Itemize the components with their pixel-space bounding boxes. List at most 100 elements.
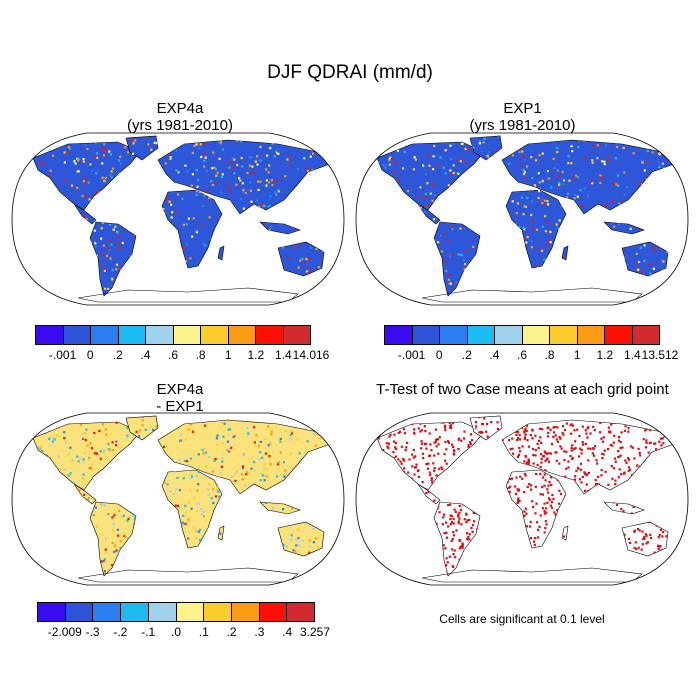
continent-madagascar <box>217 245 225 261</box>
continent-antarctica <box>77 567 299 583</box>
colorbar-swatch <box>283 326 310 344</box>
colorbar-swatch <box>287 603 315 621</box>
continent-australia <box>621 241 669 277</box>
colorbar-tick-label: -2.009 <box>48 625 82 639</box>
colorbar-swatch <box>121 603 149 621</box>
continent-africa <box>161 189 223 269</box>
colorbar-swatch <box>256 326 284 344</box>
continent-australia <box>277 521 325 557</box>
continent-greenland <box>469 415 503 441</box>
colorbar-tick-label: .4 <box>282 625 292 639</box>
map-panel-ttest <box>355 412 689 586</box>
map-frame <box>355 412 689 586</box>
continent-south-america <box>433 221 481 297</box>
panel-3-title-line2: - EXP1 <box>20 398 340 415</box>
colorbar-swatch <box>118 326 146 344</box>
continent-antarctica <box>421 287 643 303</box>
continent-central-america <box>417 483 441 505</box>
colorbar-swatch <box>173 326 201 344</box>
colorbar-tick-label: .4 <box>489 348 499 362</box>
colorbar-swatch <box>259 603 288 621</box>
colorbar-tick-label: -.3 <box>86 625 100 639</box>
colorbar-swatch <box>550 326 578 344</box>
colorbar-swatch <box>440 326 468 344</box>
colorbar-tick-label: -.001 <box>49 348 76 362</box>
continent-australia <box>277 241 325 277</box>
panel-1-title-line2: (yrs 1981-2010) <box>20 117 340 134</box>
colorbar-tick-label: .6 <box>517 348 527 362</box>
colorbar-swatch <box>91 326 119 344</box>
colorbar-tick-label: .2 <box>113 348 123 362</box>
colorbar-tick-label: .2 <box>227 625 237 639</box>
colorbar-exp1 <box>384 325 660 345</box>
continent-greenland <box>125 415 159 441</box>
colorbar-tick-label: 1.4 <box>624 348 641 362</box>
colorbar-tick-label: 13.512 <box>642 348 679 362</box>
panel-2-title-line1: EXP1 <box>355 100 690 117</box>
panel-3-title: EXP4a - EXP1 <box>20 381 340 415</box>
colorbar-tick-label: 14.016 <box>293 348 330 362</box>
panel-4-title: T-Test of two Case means at each grid po… <box>355 381 690 398</box>
continent-indonesia <box>603 221 645 235</box>
map-frame <box>11 412 345 586</box>
colorbar-swatch <box>93 603 122 621</box>
colorbar-swatch <box>522 326 550 344</box>
colorbar-swatch <box>63 326 91 344</box>
colorbar-swatch <box>467 326 495 344</box>
colorbar-swatch <box>632 326 659 344</box>
colorbar-tick-label: 3.257 <box>300 625 330 639</box>
continent-eurasia <box>501 139 675 215</box>
colorbar-tick-label: 1 <box>574 348 581 362</box>
colorbar-swatch <box>228 326 256 344</box>
colorbar-tick-label: 1.4 <box>275 348 292 362</box>
panel-2-title: EXP1 (yrs 1981-2010) <box>355 100 690 134</box>
map-panel-difference <box>11 412 345 586</box>
colorbar-tick-label: -.001 <box>398 348 425 362</box>
colorbar-tick-label: 1.2 <box>247 348 264 362</box>
colorbar-swatch <box>231 603 260 621</box>
continent-indonesia <box>259 501 301 515</box>
colorbar-swatch <box>412 326 440 344</box>
map-frame <box>11 132 345 306</box>
colorbar-tick-label: -.2 <box>113 625 127 639</box>
panel-3-title-line1: EXP4a <box>20 381 340 398</box>
colorbar-tick-label: .4 <box>140 348 150 362</box>
colorbar-tick-label: .6 <box>168 348 178 362</box>
map-panel-exp1 <box>355 132 689 306</box>
map-panel-exp4a <box>11 132 345 306</box>
continent-madagascar <box>561 245 569 261</box>
colorbar-swatch <box>201 326 229 344</box>
panel-4-title-line1: T-Test of two Case means at each grid po… <box>355 381 690 398</box>
colorbar-tick-label: -.1 <box>141 625 155 639</box>
continent-south-america <box>89 221 137 297</box>
colorbar-tick-label: .0 <box>171 625 181 639</box>
continent-antarctica <box>421 567 643 583</box>
colorbar-tick-label: .3 <box>254 625 264 639</box>
continent-indonesia <box>259 221 301 235</box>
colorbar-swatch <box>65 603 94 621</box>
continent-south-america <box>89 501 137 577</box>
colorbar-swatch <box>176 603 205 621</box>
colorbar-tick-label: .8 <box>196 348 206 362</box>
continent-indonesia <box>603 501 645 515</box>
panel-1-title-line1: EXP4a <box>20 100 340 117</box>
colorbar-tick-label: 1 <box>225 348 232 362</box>
colorbar-swatch <box>148 603 177 621</box>
colorbar-swatch <box>36 326 64 344</box>
colorbar-swatch <box>385 326 413 344</box>
colorbar-tick-label: 1.2 <box>596 348 613 362</box>
colorbar-swatch <box>495 326 523 344</box>
colorbar-swatch <box>605 326 633 344</box>
panel-2-title-line2: (yrs 1981-2010) <box>355 117 690 134</box>
significance-note: Cells are significant at 0.1 level <box>352 612 692 626</box>
continent-antarctica <box>77 287 299 303</box>
continent-north-america <box>376 141 485 211</box>
colorbar-difference <box>37 602 315 622</box>
colorbar-tick-label: .8 <box>545 348 555 362</box>
colorbar-tick-label: 0 <box>436 348 443 362</box>
colorbar-tick-label: .1 <box>199 625 209 639</box>
figure-title: DJF QDRAI (mm/d) <box>0 62 700 84</box>
colorbar-swatch <box>204 603 232 621</box>
continent-madagascar <box>561 525 569 541</box>
colorbar-exp4a <box>35 325 311 345</box>
